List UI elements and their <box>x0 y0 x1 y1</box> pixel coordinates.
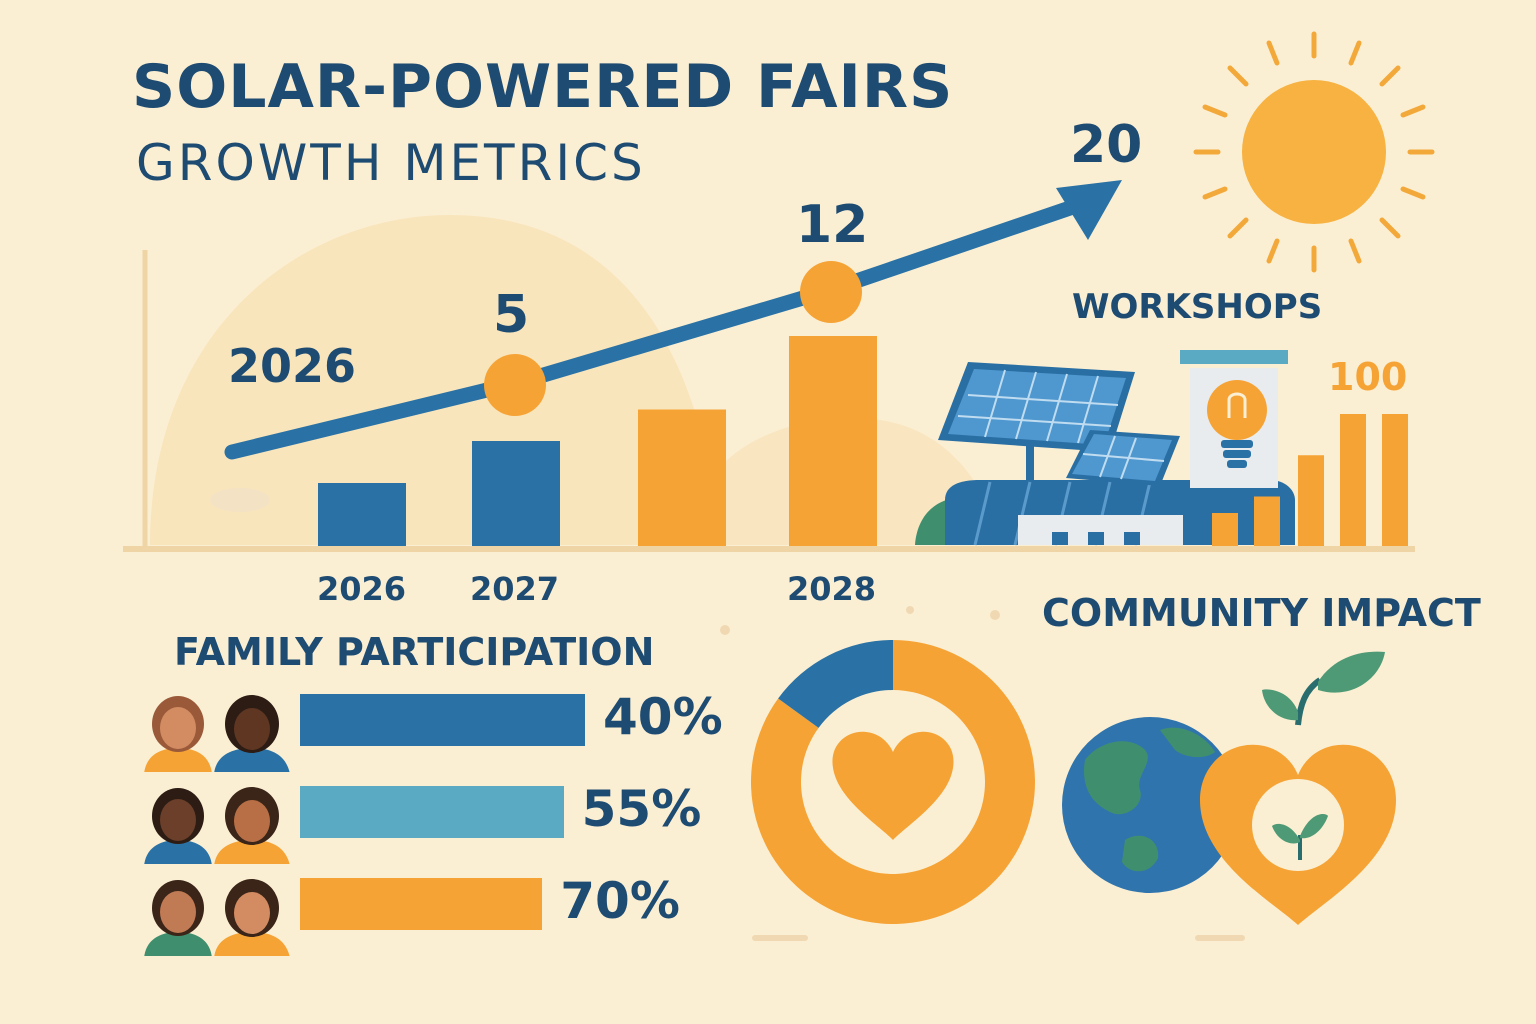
solar-panel-icon <box>1066 430 1180 490</box>
growth-bars <box>318 336 877 546</box>
line-label-20: 20 <box>1070 115 1142 175</box>
workshop-bar-2 <box>1254 496 1280 546</box>
workshop-bars <box>1212 414 1408 546</box>
participation-row: 40% <box>140 688 840 772</box>
donut-slice-1 <box>751 640 1035 924</box>
earth-icon <box>1062 717 1238 893</box>
milestone-dot-2027 <box>484 354 546 416</box>
growth-bar-1 <box>318 483 406 546</box>
workshop-bar-4 <box>1340 414 1366 546</box>
participation-bar <box>300 878 543 930</box>
milestone-dot-2028 <box>800 261 862 323</box>
factory-icon <box>915 350 1295 546</box>
workshop-bar-1 <box>1212 513 1238 546</box>
participation-percent-label: 40% <box>603 688 723 746</box>
growth-bar-2 <box>472 441 560 546</box>
participation-bar <box>300 694 585 746</box>
participation-row: 70% <box>140 872 840 956</box>
light-bulb-icon <box>1207 380 1267 468</box>
family-avatar-icon <box>144 695 290 772</box>
line-label-12: 12 <box>796 195 868 255</box>
participation-percent-label: 70% <box>560 872 680 930</box>
x-tick-2026: 2026 <box>317 570 406 608</box>
solar-panel-icon <box>938 362 1135 480</box>
x-tick-2028: 2028 <box>787 570 876 608</box>
workshop-bar-5 <box>1382 414 1408 546</box>
participation-row: 55% <box>140 780 840 864</box>
page-subtitle: GROWTH METRICS <box>136 134 646 192</box>
growth-bar-4 <box>789 336 877 546</box>
participation-percent-label: 55% <box>581 780 702 838</box>
heart-icon <box>832 731 954 840</box>
line-label-2026: 2026 <box>228 339 356 393</box>
workshops-title: WORKSHOPS <box>1072 287 1322 327</box>
family-avatar-icon <box>144 879 290 956</box>
participation-bar <box>300 786 564 838</box>
workshop-bar-3 <box>1298 455 1324 546</box>
family-avatar-icon <box>144 787 290 864</box>
x-tick-2027: 2027 <box>470 570 559 608</box>
workshops-annotation: 100 <box>1328 355 1407 399</box>
donut-slice-2 <box>778 640 893 728</box>
community-donut-chart <box>751 640 1035 924</box>
line-label-5: 5 <box>493 285 529 345</box>
growth-bar-3 <box>638 409 726 546</box>
heart-sprout-icon <box>1200 651 1396 925</box>
trend-arrow <box>224 180 1122 460</box>
family-participation-title: FAMILY PARTICIPATION <box>174 630 655 674</box>
sun-icon <box>1193 31 1435 273</box>
page-title: SOLAR-POWERED FAIRS <box>132 52 954 122</box>
community-impact-title: COMMUNITY IMPACT <box>1042 591 1481 635</box>
